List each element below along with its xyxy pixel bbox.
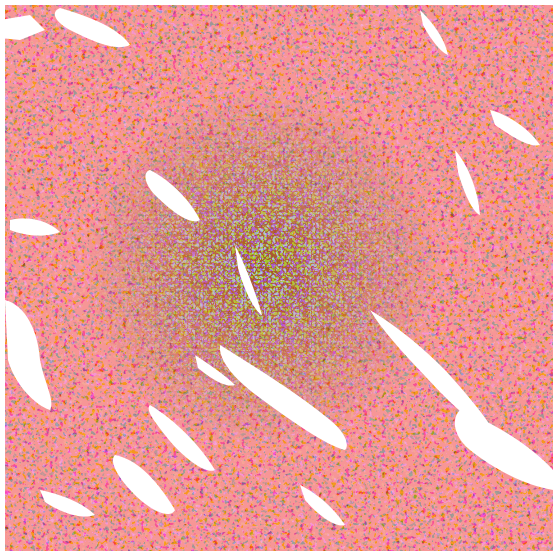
lake-top-mid [420, 10, 448, 55]
lake-long-diagonal [219, 345, 347, 450]
lake-right-upper [455, 150, 480, 215]
lake-bottom-left [112, 455, 175, 515]
lakes [0, 8, 553, 526]
water-class-cluster [5, 5, 553, 551]
lake-top-right [490, 110, 540, 146]
lake-center-small [195, 355, 235, 386]
lake-bottom-center [300, 485, 345, 526]
bottom-margin [0, 551, 557, 558]
lake-bottom-mid [148, 405, 215, 471]
lake-top-left [54, 8, 130, 48]
right-margin [553, 0, 557, 558]
lake-left-upper [10, 218, 60, 236]
lake-center-narrow [235, 245, 262, 315]
top-margin [0, 0, 557, 5]
lake-corner-tl [0, 15, 45, 40]
lake-diagonal-1 [145, 170, 200, 222]
lake-left [5, 300, 52, 410]
lake-right-mid [370, 310, 490, 426]
left-margin [0, 0, 5, 558]
lake-bottom-far-left [40, 490, 95, 517]
lake-right-large [454, 410, 553, 490]
